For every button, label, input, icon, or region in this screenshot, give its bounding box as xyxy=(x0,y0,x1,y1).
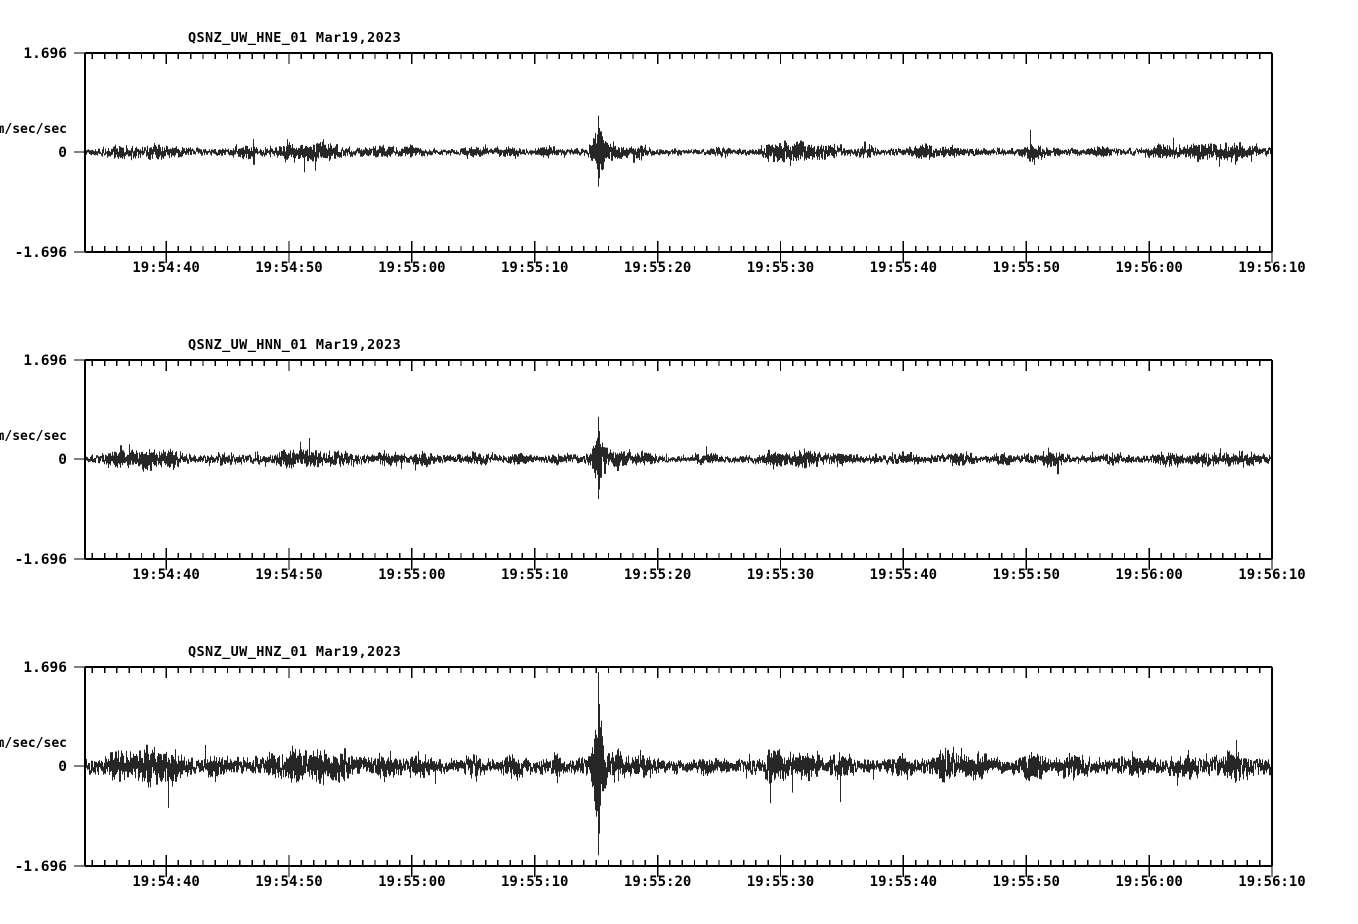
x-axis-tick-label: 19:55:20 xyxy=(624,260,691,276)
y-axis-tick-label: -1.696 xyxy=(15,859,67,875)
x-axis-tick-label: 19:56:00 xyxy=(1115,874,1182,890)
y-axis-tick-label: 1.696 xyxy=(23,46,67,62)
y-axis-tick-label: 1.696 xyxy=(23,660,67,676)
x-axis-tick-label: 19:55:20 xyxy=(624,567,691,583)
x-axis-tick-label: 19:55:00 xyxy=(378,874,445,890)
x-axis-tick-label: 19:55:50 xyxy=(993,567,1060,583)
x-axis-tick-label: 19:54:40 xyxy=(132,874,199,890)
y-axis-tick-label: 0 xyxy=(58,145,67,161)
x-axis-tick-label: 19:55:10 xyxy=(501,260,568,276)
x-axis-tick-label: 19:56:10 xyxy=(1238,874,1305,890)
x-axis-tick-label: 19:55:10 xyxy=(501,567,568,583)
y-axis-tick-label: 0 xyxy=(58,759,67,775)
waveform-trace-hnz xyxy=(85,672,1272,856)
x-axis-tick-label: 19:56:10 xyxy=(1238,567,1305,583)
x-axis-tick-label: 19:55:40 xyxy=(870,874,937,890)
y-axis-units-label: cm/sec/sec xyxy=(0,429,67,444)
y-axis-tick-label: 1.696 xyxy=(23,353,67,369)
y-axis-units-label: cm/sec/sec xyxy=(0,122,67,137)
x-axis-tick-label: 19:54:50 xyxy=(255,567,322,583)
x-axis-tick-label: 19:55:00 xyxy=(378,260,445,276)
x-axis-tick-label: 19:55:10 xyxy=(501,874,568,890)
panel-title: QSNZ_UW_HNZ_01 Mar19,2023 xyxy=(188,644,401,660)
x-axis-tick-label: 19:54:40 xyxy=(132,567,199,583)
waveform-trace-hnn xyxy=(85,416,1272,500)
x-axis-tick-label: 19:55:50 xyxy=(993,260,1060,276)
x-axis-tick-label: 19:55:20 xyxy=(624,874,691,890)
x-axis-tick-label: 19:55:30 xyxy=(747,874,814,890)
x-axis-tick-label: 19:54:40 xyxy=(132,260,199,276)
x-axis-tick-label: 19:54:50 xyxy=(255,260,322,276)
x-axis-tick-label: 19:55:00 xyxy=(378,567,445,583)
x-axis-tick-label: 19:55:30 xyxy=(747,260,814,276)
y-axis-tick-label: 0 xyxy=(58,452,67,468)
x-axis-tick-label: 19:56:00 xyxy=(1115,260,1182,276)
x-axis-tick-label: 19:55:30 xyxy=(747,567,814,583)
x-axis-tick-label: 19:55:40 xyxy=(870,567,937,583)
x-axis-tick-label: 19:56:10 xyxy=(1238,260,1305,276)
panel-title: QSNZ_UW_HNN_01 Mar19,2023 xyxy=(188,337,401,353)
waveform-trace-hne xyxy=(85,115,1272,187)
x-axis-tick-label: 19:56:00 xyxy=(1115,567,1182,583)
y-axis-tick-label: -1.696 xyxy=(15,245,67,261)
y-axis-tick-label: -1.696 xyxy=(15,552,67,568)
x-axis-tick-label: 19:55:40 xyxy=(870,260,937,276)
panel-title: QSNZ_UW_HNE_01 Mar19,2023 xyxy=(188,30,401,46)
x-axis-tick-label: 19:54:50 xyxy=(255,874,322,890)
x-axis-tick-label: 19:55:50 xyxy=(993,874,1060,890)
y-axis-units-label: cm/sec/sec xyxy=(0,736,67,751)
